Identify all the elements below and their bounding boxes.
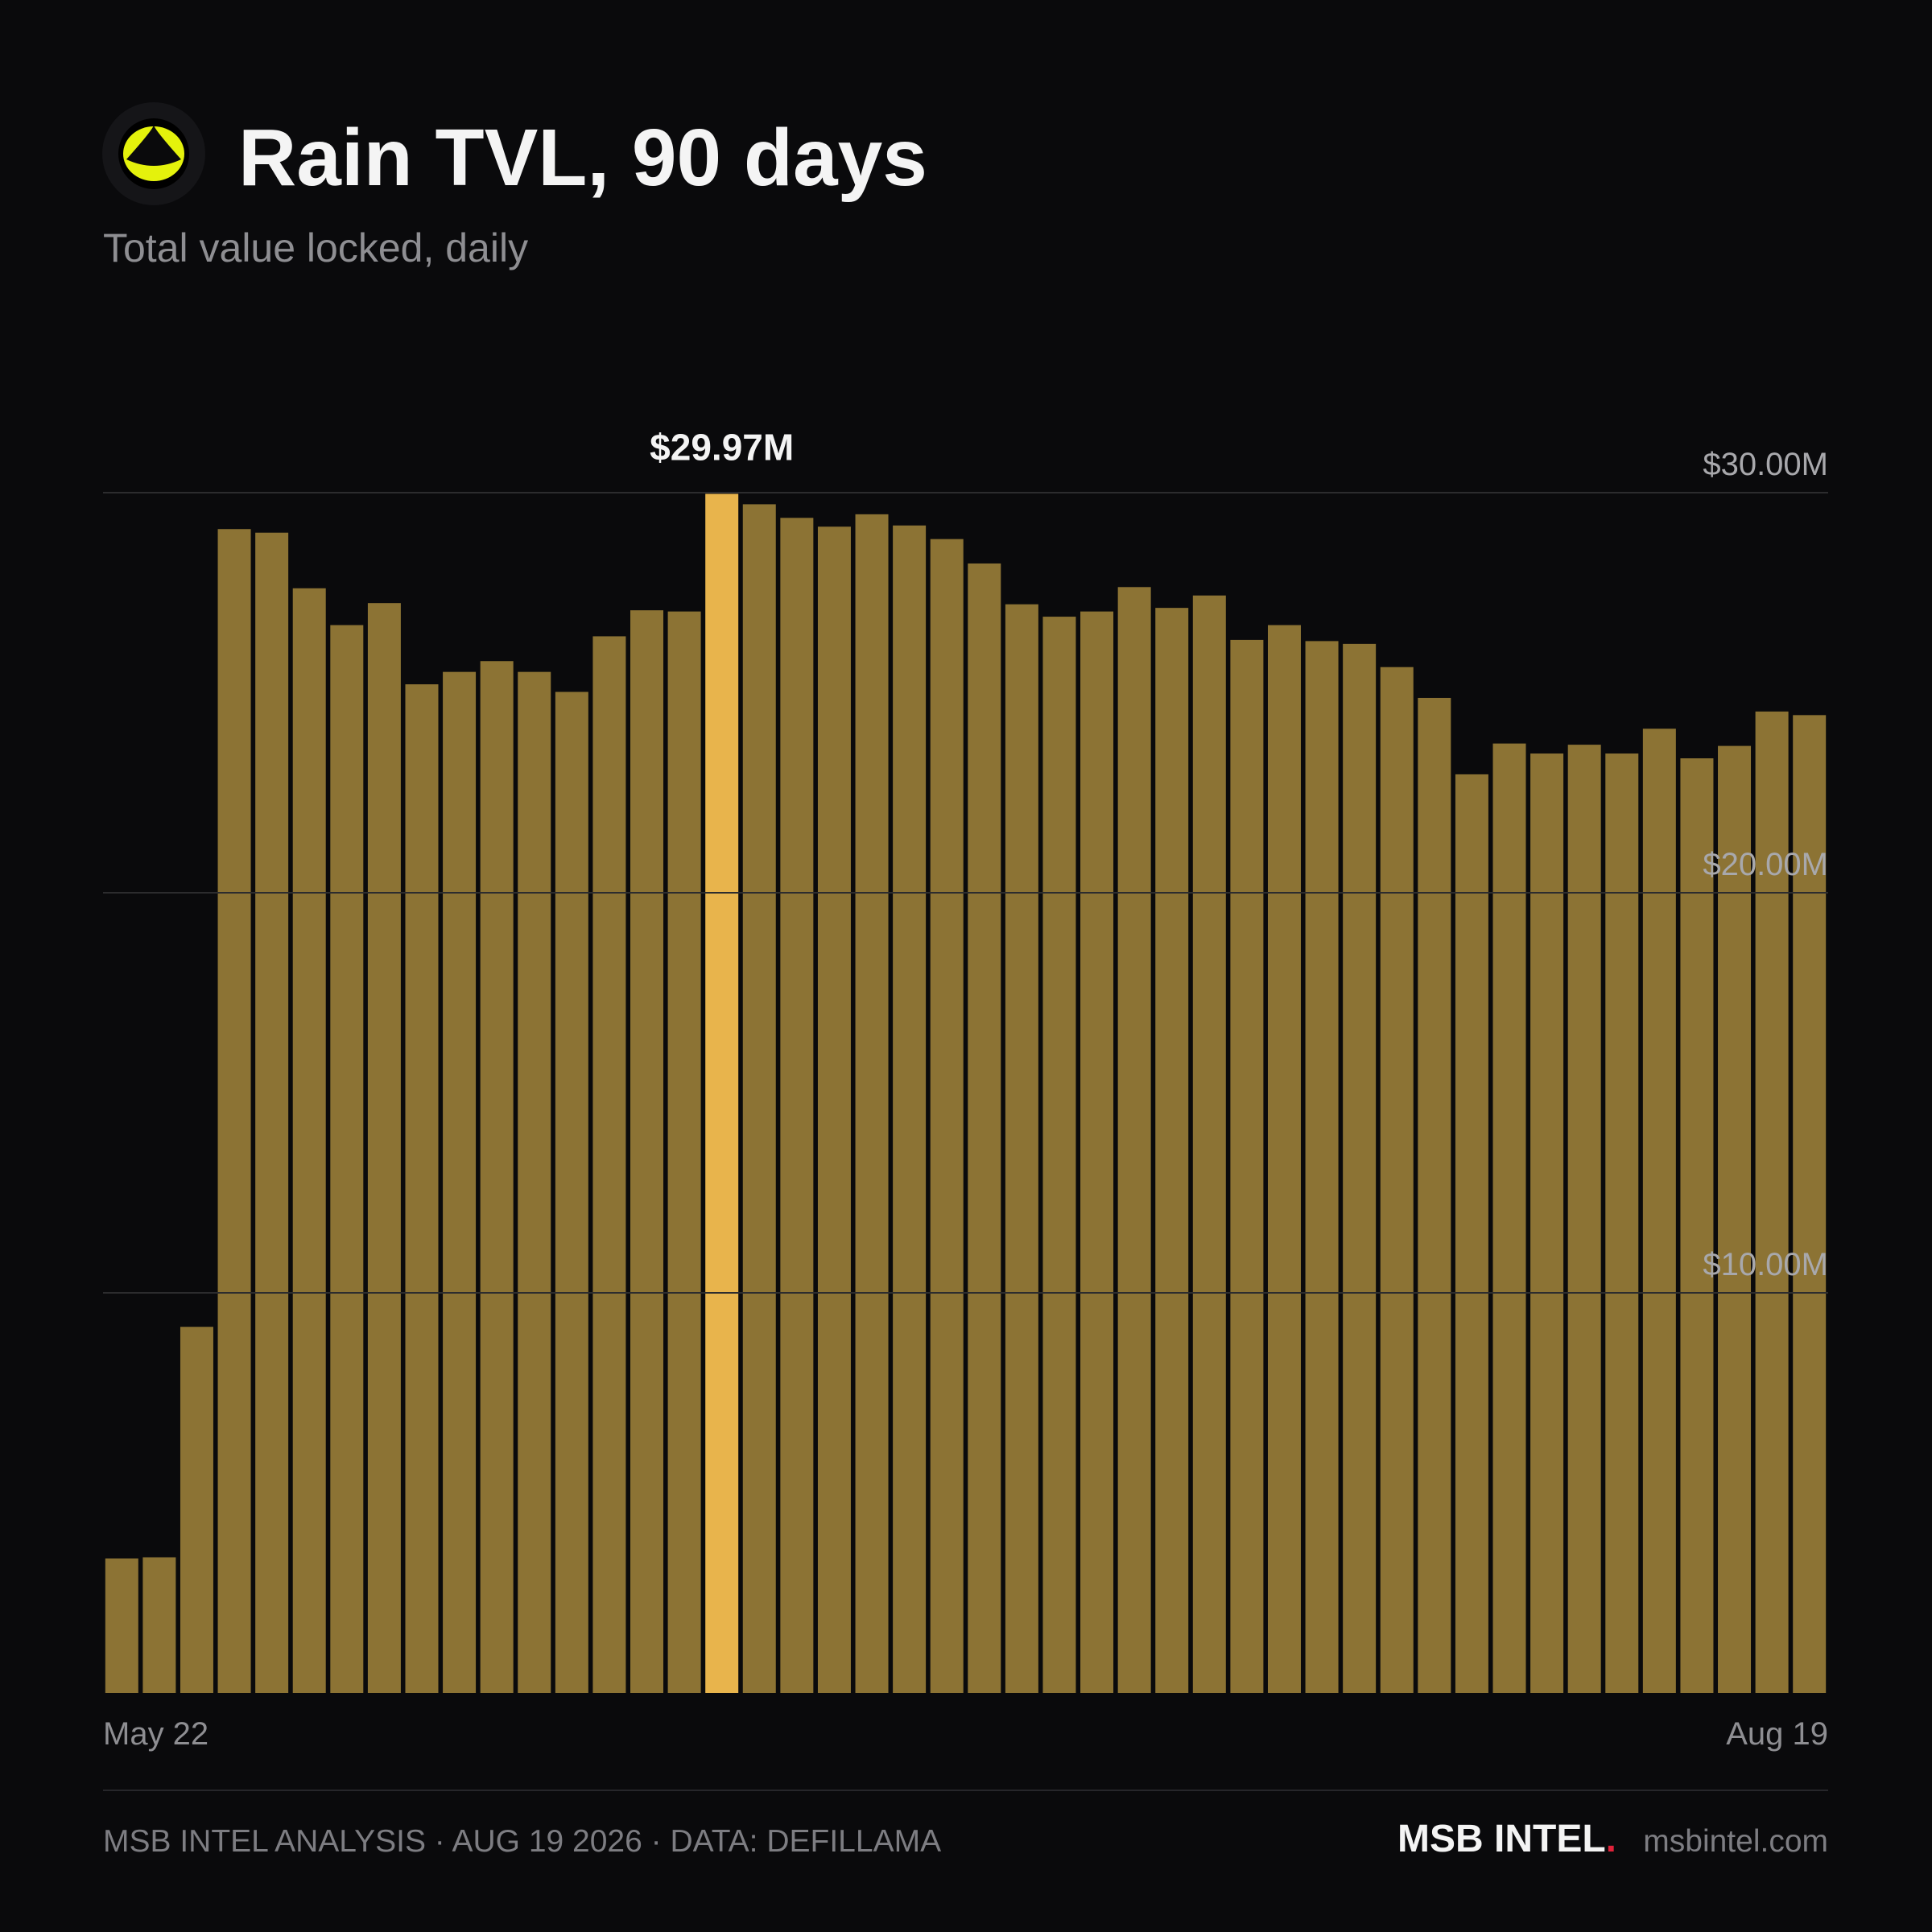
bar [518, 671, 551, 1693]
chart-title: Rain TVL, 90 days [238, 113, 927, 203]
website: msbintel.com [1643, 1824, 1828, 1859]
brand-dot: . [1606, 1818, 1616, 1860]
bar [1530, 753, 1564, 1694]
bar [1680, 758, 1714, 1693]
value-label: $29.97M [650, 426, 794, 468]
bar [1080, 611, 1114, 1693]
brand: MSB INTEL. [1397, 1818, 1616, 1860]
brand-name: MSB INTEL [1397, 1818, 1606, 1860]
bar [292, 588, 326, 1694]
bar [1605, 753, 1639, 1694]
y-tick-label: $20.00M [1703, 847, 1828, 882]
x-tick-label: Aug 19 [1726, 1716, 1828, 1752]
bar [855, 514, 889, 1693]
bar [180, 1327, 213, 1693]
bar [1192, 595, 1226, 1693]
bar [1793, 715, 1827, 1693]
bar [667, 611, 701, 1693]
bar [893, 525, 927, 1693]
bar [630, 610, 664, 1694]
chart-subtitle: Total value locked, daily [103, 225, 528, 270]
bar [1005, 604, 1038, 1693]
plot: May 22 $29.97M Aug 19 $10.00M $20.00M $30.00M [103, 426, 1828, 1752]
bar [443, 671, 477, 1693]
bar [705, 493, 739, 1694]
bar [142, 1557, 176, 1693]
bar [780, 518, 814, 1693]
bar [817, 526, 851, 1693]
bar [1305, 641, 1339, 1694]
bar [1117, 587, 1151, 1693]
bar [105, 1558, 138, 1693]
bar [742, 504, 776, 1693]
bar [367, 603, 401, 1693]
bar [480, 661, 514, 1693]
bar [255, 532, 289, 1694]
y-tick-label: $10.00M [1703, 1247, 1828, 1282]
bar [592, 636, 626, 1693]
y-tick-label: $30.00M [1703, 447, 1828, 482]
bar [1343, 643, 1377, 1694]
bar [1567, 745, 1601, 1693]
bar [555, 691, 588, 1693]
x-tick-label: May 22 [103, 1716, 208, 1752]
footer-source: MSB INTEL ANALYSIS · AUG 19 2026 · DATA:… [103, 1824, 941, 1859]
bar [217, 529, 251, 1693]
bar [330, 625, 364, 1693]
bar [1380, 667, 1414, 1693]
bar [1230, 639, 1264, 1693]
bar [930, 539, 964, 1693]
bar [1642, 729, 1676, 1693]
bar [1155, 608, 1189, 1693]
logo [102, 102, 205, 205]
bar [1042, 617, 1076, 1693]
bar [1492, 743, 1526, 1693]
bar [1755, 711, 1789, 1693]
bar [1455, 774, 1488, 1694]
bar [1267, 625, 1301, 1693]
bar [1418, 697, 1451, 1694]
bar [968, 563, 1001, 1693]
bar [405, 684, 439, 1693]
bar [1718, 745, 1752, 1693]
